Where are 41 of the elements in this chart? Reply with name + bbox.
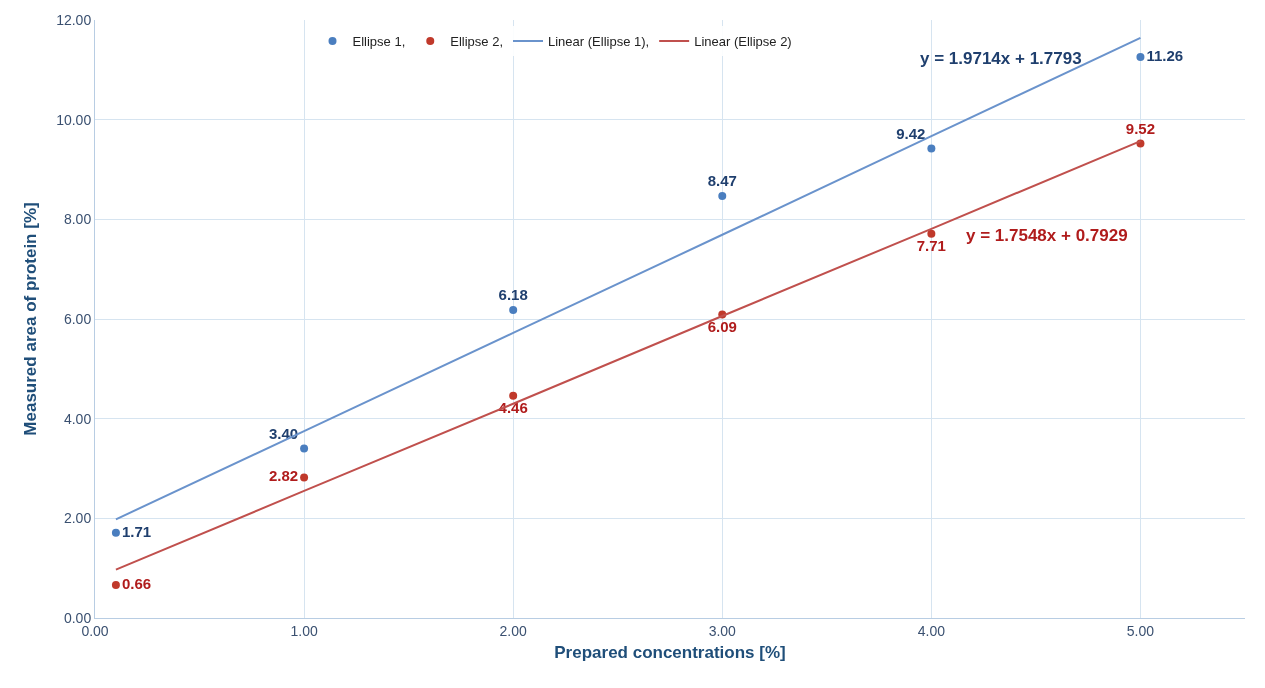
y-tick-label: 12.00 — [56, 11, 92, 28]
annotation: y = 1.9714x + 1.7793 — [920, 49, 1082, 68]
data-label: 9.52 — [1125, 119, 1156, 137]
point — [927, 229, 936, 238]
data-label: 4.46 — [498, 398, 528, 416]
legend-label: Ellipse 2, — [450, 34, 503, 49]
data-label: 0.66 — [121, 574, 152, 592]
data-label: 1.71 — [121, 522, 152, 540]
x-tick-label: 4.00 — [917, 622, 946, 639]
data-label: 6.09 — [707, 317, 737, 335]
legend-label: Linear (Ellipse 2) — [694, 34, 792, 49]
y-tick-label: 10.00 — [56, 111, 92, 128]
point — [927, 144, 936, 153]
y-tick-label: 4.00 — [63, 410, 92, 427]
legend-label: Linear (Ellipse 1), — [548, 34, 650, 49]
data-label: 9.42 — [896, 124, 926, 142]
data-label: 7.71 — [916, 237, 946, 255]
y-tick-label: 8.00 — [63, 211, 92, 228]
point — [300, 444, 309, 453]
legend-label: Ellipse 1, — [352, 34, 406, 49]
y-tick-label: 6.00 — [63, 310, 92, 327]
data-label: 8.47 — [707, 172, 737, 190]
x-tick-label: 2.00 — [499, 622, 528, 639]
point — [1136, 52, 1145, 61]
y-axis-title: Measured area of protein [%] — [20, 202, 40, 436]
point — [718, 191, 727, 200]
data-label: 6.18 — [498, 286, 528, 304]
point — [111, 528, 120, 537]
data-label: 11.26 — [1146, 46, 1184, 64]
point — [509, 306, 518, 315]
x-tick-label: 3.00 — [708, 622, 737, 639]
x-axis-title: Prepared concentrations [%] — [554, 643, 786, 663]
data-label: 2.82 — [268, 467, 299, 485]
point — [509, 391, 518, 400]
point — [300, 473, 309, 482]
x-tick-label: 5.00 — [1126, 622, 1155, 639]
annotation: y = 1.7548x + 0.7929 — [966, 226, 1128, 245]
y-tick-label: 2.00 — [63, 510, 92, 527]
x-tick-label: 1.00 — [290, 622, 318, 639]
point — [111, 581, 120, 590]
data-label: 3.40 — [268, 424, 299, 442]
